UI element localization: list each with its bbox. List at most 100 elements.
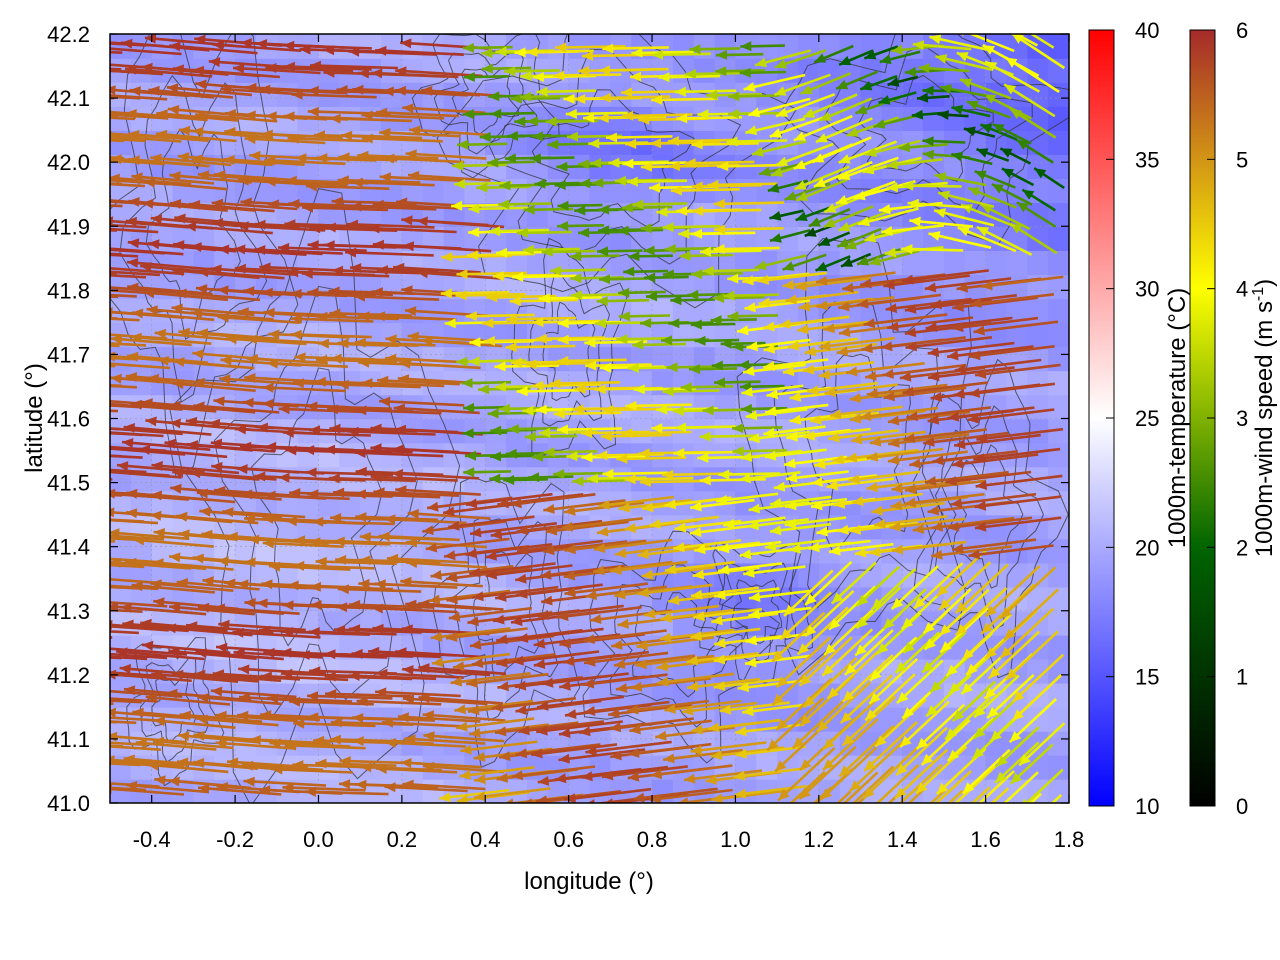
wind-arrow	[817, 231, 851, 247]
temperature-cell	[923, 562, 945, 588]
wind-arrow	[816, 681, 872, 733]
colorbar-tick-label: 5	[1236, 147, 1248, 172]
temperature-field	[110, 34, 1069, 803]
wind-arrow	[110, 786, 147, 792]
temperature-cell	[381, 562, 403, 588]
temperature-cell	[1027, 754, 1049, 780]
temperature-cell	[923, 106, 945, 131]
wind-arrow	[152, 558, 234, 571]
wind-arrow	[968, 544, 1054, 560]
wind-arrow	[110, 534, 165, 541]
wind-arrow	[693, 607, 763, 622]
wind-arrow	[511, 765, 596, 781]
wind-arrow	[623, 266, 669, 277]
x-tick-label: -0.4	[133, 827, 171, 852]
wind-arrow	[764, 403, 829, 417]
wind-arrow	[556, 424, 622, 435]
temperature-cell	[693, 634, 716, 660]
wind-arrow	[922, 588, 972, 635]
wind-arrow	[627, 742, 712, 758]
wind-arrow	[1016, 201, 1057, 228]
temperature-cell	[527, 202, 549, 227]
wind-arrow	[377, 375, 460, 386]
wind-arrow	[775, 636, 832, 689]
wind-arrow	[110, 267, 185, 276]
wind-arrow	[670, 185, 740, 196]
colorbar-tick-label: 0	[1236, 794, 1248, 819]
temperature-cell	[714, 442, 737, 468]
wind-arrow	[968, 345, 1055, 361]
temperature-cell	[422, 346, 445, 372]
wind-arrow	[534, 178, 580, 189]
temperature-cell	[652, 298, 674, 324]
temperature-cell	[255, 226, 278, 251]
wind-arrow	[771, 611, 826, 663]
wind-arrow	[852, 765, 895, 803]
temperature-cell	[110, 610, 132, 636]
wind-arrow	[891, 540, 967, 555]
temperature-cell	[1027, 346, 1049, 372]
temperature-cell	[672, 250, 695, 276]
temperature-cell	[777, 562, 799, 588]
temperature-cell	[693, 298, 716, 324]
wind-arrow	[515, 699, 602, 715]
wind-arrow	[741, 703, 810, 717]
x-tick-label: 1.0	[720, 827, 751, 852]
wind-arrow	[124, 557, 207, 571]
wind-arrow	[110, 67, 122, 71]
wind-arrow	[557, 355, 627, 366]
wind-arrow	[804, 224, 834, 238]
temperature-cell	[547, 466, 570, 492]
wind-arrow	[423, 731, 505, 743]
wind-arrow	[726, 136, 788, 147]
wind-arrow	[469, 723, 549, 738]
wind-arrow	[150, 669, 239, 683]
wind-arrow	[110, 536, 147, 542]
temperature-cell	[1048, 442, 1069, 468]
temperature-cell	[756, 706, 778, 732]
wind-arrow	[699, 246, 762, 257]
wind-arrow	[902, 381, 988, 397]
wind-arrow	[786, 428, 851, 442]
wind-arrow	[406, 537, 487, 549]
temperature-cell	[1048, 634, 1069, 660]
wind-arrow	[645, 291, 692, 302]
wind-arrow	[690, 269, 743, 280]
x-tick-label: 0.6	[553, 827, 584, 852]
wind-arrow	[131, 172, 215, 185]
wind-arrow	[845, 362, 925, 377]
y-tick-label: 42.2	[47, 22, 90, 47]
wind-arrow	[641, 565, 716, 580]
wind-arrow	[713, 377, 761, 388]
wind-arrow	[713, 651, 783, 665]
wind-arrow	[1021, 188, 1056, 212]
wind-arrow	[771, 653, 828, 706]
y-tick-label: 41.4	[47, 535, 90, 560]
wind-arrow	[930, 294, 1017, 310]
wind-arrow	[947, 406, 1035, 422]
wind-arrow	[355, 779, 439, 790]
wind-arrow	[126, 258, 215, 271]
wind-arrow	[713, 677, 784, 691]
temperature-cell	[756, 418, 778, 444]
wind-arrow	[316, 311, 399, 322]
wind-arrow	[857, 207, 919, 227]
wind-arrow	[110, 362, 171, 370]
wind-arrow	[192, 758, 275, 771]
wind-arrow	[374, 579, 458, 590]
wind-arrow	[400, 576, 483, 588]
wind-arrow	[856, 565, 900, 607]
wind-arrow	[739, 471, 801, 484]
wind-arrow	[902, 180, 962, 191]
temperature-cell	[902, 538, 924, 564]
wind-arrow	[779, 315, 850, 329]
wind-arrow	[110, 470, 182, 479]
wind-arrow	[967, 186, 1017, 209]
wind-arrow	[584, 337, 648, 348]
wind-arrow	[864, 139, 921, 157]
wind-arrow	[386, 553, 468, 564]
wind-arrow	[379, 396, 465, 407]
wind-arrow	[837, 521, 904, 535]
contour-line	[823, 44, 1033, 211]
wind-arrow	[668, 318, 714, 329]
